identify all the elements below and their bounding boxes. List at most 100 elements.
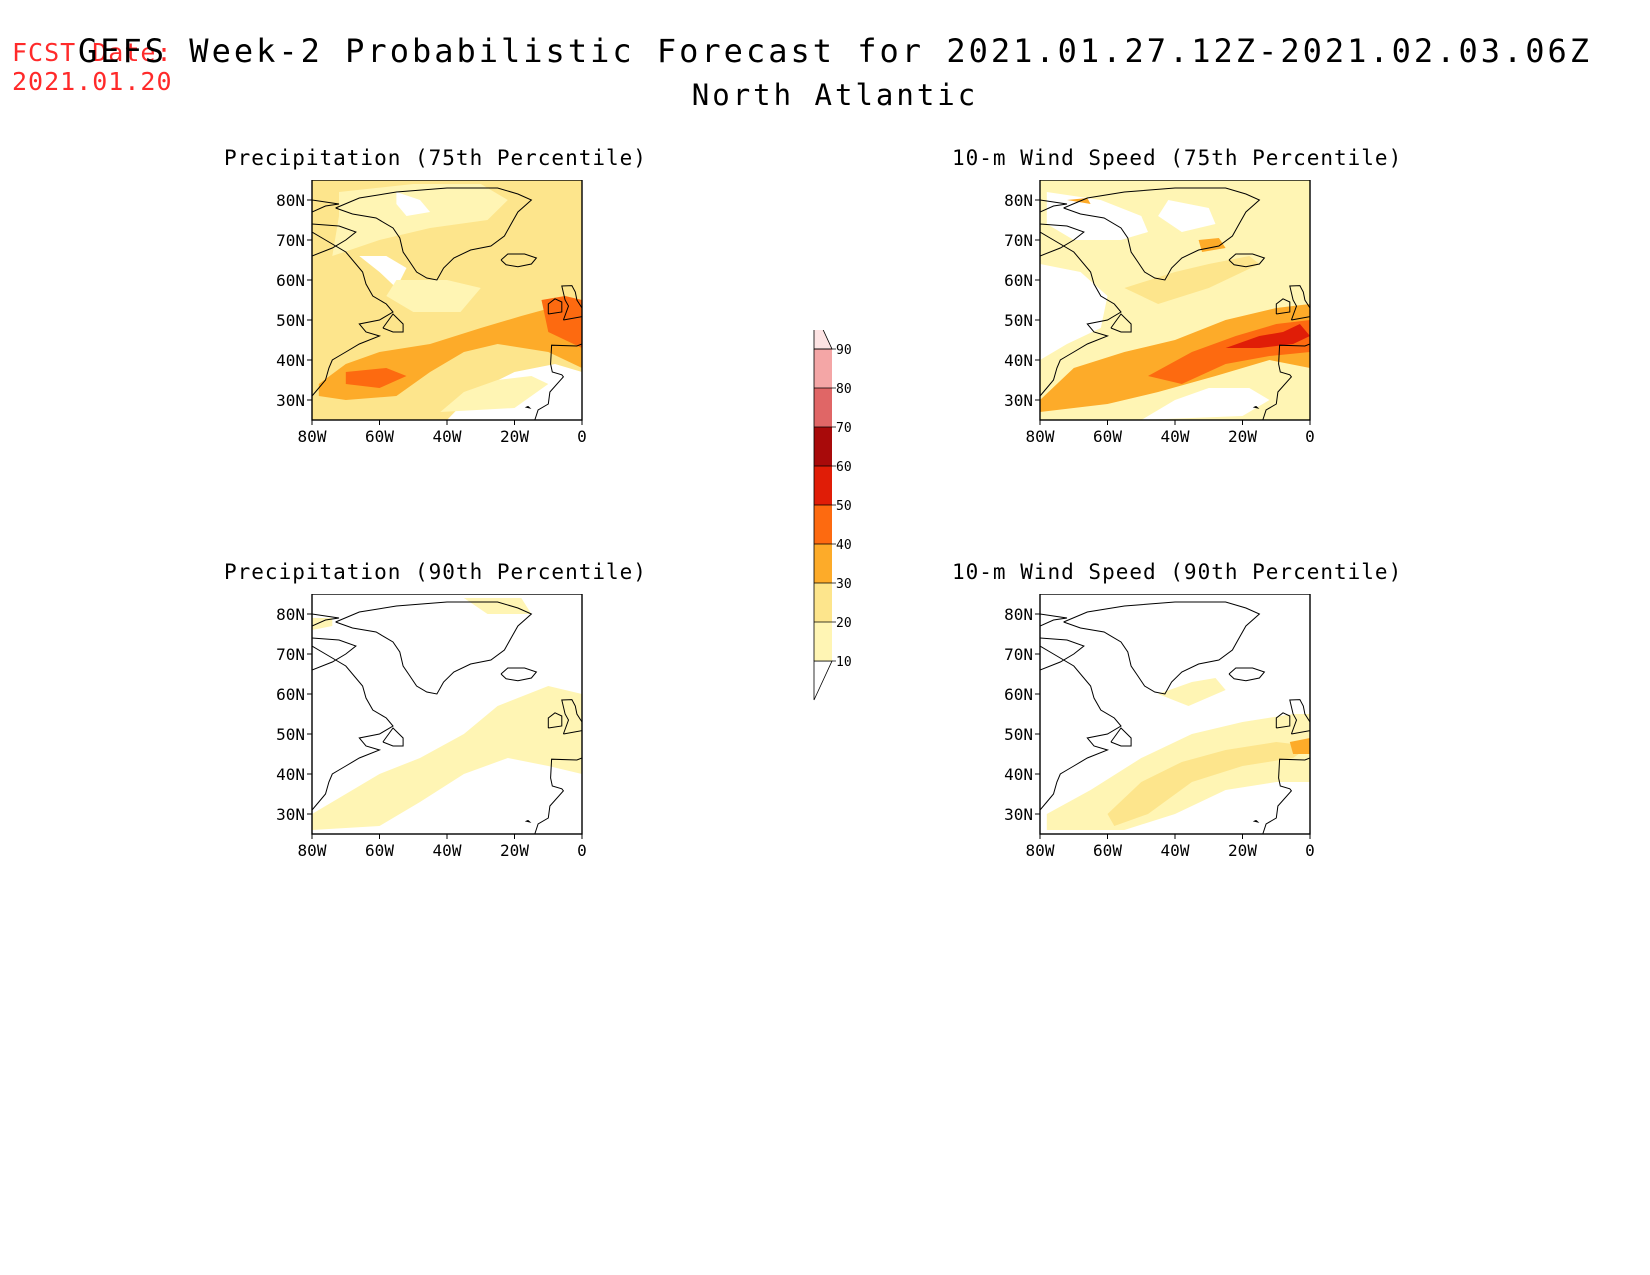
lat-label: 40N xyxy=(276,765,305,784)
lon-label: 20W xyxy=(1228,841,1257,860)
lat-label: 80N xyxy=(1004,605,1033,624)
coastline xyxy=(561,285,582,321)
coastline xyxy=(1262,757,1310,834)
lat-label: 30N xyxy=(1004,805,1033,824)
lat-label: 80N xyxy=(276,605,305,624)
contour-region xyxy=(312,686,582,830)
contour-region xyxy=(359,256,407,288)
panel-title: Precipitation (90th Percentile) xyxy=(224,560,647,584)
coastline xyxy=(547,712,563,729)
map-wind-75: 80N 70N 60N 50N 40N 30N 80W 60W 40W 20W 0 xyxy=(1004,180,1315,446)
coastline xyxy=(382,313,404,333)
contour-region xyxy=(1040,264,1108,360)
coastline xyxy=(1275,712,1291,729)
contour-fill-layer xyxy=(312,594,582,834)
lon-label: 80W xyxy=(298,427,327,446)
contour-region xyxy=(396,192,431,216)
contour-region xyxy=(345,368,407,388)
coastline xyxy=(312,199,340,213)
lat-label: 60N xyxy=(1004,271,1033,290)
coastline xyxy=(312,637,357,671)
coastline xyxy=(1275,298,1291,315)
colorbar-label: 40 xyxy=(836,538,852,553)
coastline xyxy=(1040,645,1122,811)
lat-label: 70N xyxy=(276,645,305,664)
coastline xyxy=(1063,187,1261,281)
colorbar-label: 80 xyxy=(836,382,852,397)
lon-label: 60W xyxy=(1093,841,1122,860)
map-precip-90: 80N 70N 60N 50N 40N 30N 80W 60W 40W 20W 0 xyxy=(276,594,587,860)
coastline xyxy=(1289,285,1310,321)
colorbar-segment xyxy=(813,330,833,350)
forecast-date-label: FCST Date: 2021.01.20 xyxy=(12,38,173,96)
contour-region xyxy=(1124,256,1260,304)
colorbar-label: 60 xyxy=(836,460,852,475)
panel-wind-75: 10-m Wind Speed (75th Percentile) 80N 70N… xyxy=(952,146,1403,506)
colorbar-label: 90 xyxy=(836,343,852,358)
coastline xyxy=(312,613,340,627)
coastline xyxy=(534,757,582,834)
lat-label: 70N xyxy=(1004,645,1033,664)
page-title: GEFS Week-2 Probabilistic Forecast for 2… xyxy=(77,32,1593,70)
coastline xyxy=(561,699,582,735)
map-wind-90: 80N 70N 60N 50N 40N 30N 80W 60W 40W 20W 0 xyxy=(1004,594,1315,860)
coastline xyxy=(1110,313,1132,333)
lat-label: 70N xyxy=(1004,231,1033,250)
colorbar-label: 30 xyxy=(836,577,852,592)
panel-title: 10-m Wind Speed (90th Percentile) xyxy=(952,560,1403,584)
contour-region xyxy=(332,184,508,256)
panel-precip-90: Precipitation (90th Percentile) 80N 70N 60… xyxy=(224,560,647,920)
contour-region xyxy=(1289,738,1310,754)
colorbar-label: 70 xyxy=(836,421,852,436)
panel-title: Precipitation (75th Percentile) xyxy=(224,146,647,170)
lat-label: 80N xyxy=(276,191,305,210)
lon-label: 40W xyxy=(1161,841,1190,860)
lon-label: 80W xyxy=(1026,427,1055,446)
panel-title: 10-m Wind Speed (75th Percentile) xyxy=(952,146,1403,170)
lat-label: 30N xyxy=(276,391,305,410)
coastline-layer xyxy=(1040,187,1310,420)
lat-label: 50N xyxy=(1004,725,1033,744)
colorbar-segment xyxy=(814,505,832,544)
lat-label: 80N xyxy=(1004,191,1033,210)
coastline xyxy=(1040,637,1085,671)
coastline xyxy=(524,405,532,409)
lon-label: 80W xyxy=(1026,841,1055,860)
contour-region xyxy=(1158,678,1226,706)
panel-wind-90: 10-m Wind Speed (90th Percentile) 80N 70N… xyxy=(952,560,1403,920)
lat-label: 40N xyxy=(1004,765,1033,784)
lat-label: 60N xyxy=(276,685,305,704)
contour-region xyxy=(541,296,582,348)
lon-label: 40W xyxy=(1161,427,1190,446)
coastline xyxy=(1063,601,1261,695)
contour-region xyxy=(1225,324,1310,348)
colorbar-segment xyxy=(814,622,832,661)
lon-label: 60W xyxy=(1093,427,1122,446)
lon-label: 60W xyxy=(365,427,394,446)
colorbar-segment xyxy=(814,427,832,466)
contour-region xyxy=(312,618,333,630)
coastline xyxy=(1228,667,1266,682)
lon-label: 40W xyxy=(433,841,462,860)
contour-region xyxy=(1040,304,1310,412)
lon-label: 0 xyxy=(1305,841,1315,860)
contour-region xyxy=(440,376,549,412)
coastline xyxy=(547,298,563,315)
coastline-layer xyxy=(312,601,582,834)
lon-label: 0 xyxy=(577,427,587,446)
lon-label: 20W xyxy=(500,427,529,446)
lat-label: 50N xyxy=(1004,311,1033,330)
fcst-date-caption: FCST Date: xyxy=(12,38,173,67)
lat-label: 70N xyxy=(276,231,305,250)
contour-region xyxy=(1141,388,1270,420)
lat-label: 30N xyxy=(1004,391,1033,410)
coastline xyxy=(1040,613,1068,627)
panel-precip-75: Precipitation (75th Percentile) 80N 70N 60… xyxy=(224,146,647,506)
lat-label: 30N xyxy=(276,805,305,824)
coastline xyxy=(312,231,394,397)
coastline xyxy=(1040,223,1085,257)
fcst-date-value: 2021.01.20 xyxy=(12,67,173,96)
coastline xyxy=(335,187,533,281)
colorbar-segment xyxy=(813,660,833,701)
lon-label: 20W xyxy=(1228,427,1257,446)
